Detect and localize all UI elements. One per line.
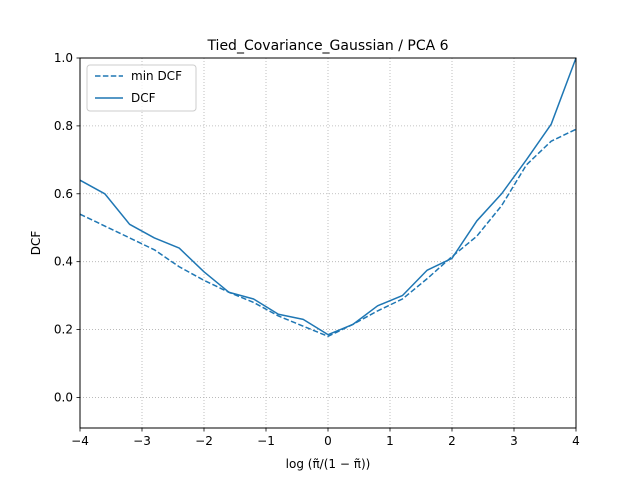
x-tick-label: −2: [195, 434, 213, 448]
y-axis: 0.0 0.2 0.4 0.6 0.8 1.0: [54, 51, 80, 404]
y-tick-label: 0.0: [54, 390, 73, 404]
y-axis-label: DCF: [29, 231, 43, 256]
x-tick-label: 2: [448, 434, 456, 448]
x-tick-label: −1: [257, 434, 275, 448]
x-tick-label: −4: [71, 434, 89, 448]
x-tick-label: 4: [572, 434, 580, 448]
x-axis-label: log (π̃/(1 − π̃)): [286, 457, 371, 471]
y-tick-label: 1.0: [54, 51, 73, 65]
y-tick-label: 0.2: [54, 323, 73, 337]
x-tick-label: 1: [386, 434, 394, 448]
x-tick-label: 0: [324, 434, 332, 448]
series-line-dcf: [79, 57, 577, 336]
series-line-min-dcf: [79, 128, 577, 338]
y-tick-label: 0.8: [54, 119, 73, 133]
x-axis: −4 −3 −2 −1 0 1 2 3 4: [71, 428, 580, 448]
legend-label-dcf: DCF: [131, 91, 156, 105]
y-tick-label: 0.4: [54, 255, 73, 269]
legend: min DCF DCF: [86, 64, 197, 112]
legend-label-min-dcf: min DCF: [131, 69, 182, 83]
chart-title: Tied_Covariance_Gaussian / PCA 6: [206, 38, 448, 54]
x-tick-label: 3: [510, 434, 518, 448]
y-tick-label: 0.6: [54, 187, 73, 201]
series-layer: [79, 57, 577, 338]
x-tick-label: −3: [133, 434, 151, 448]
